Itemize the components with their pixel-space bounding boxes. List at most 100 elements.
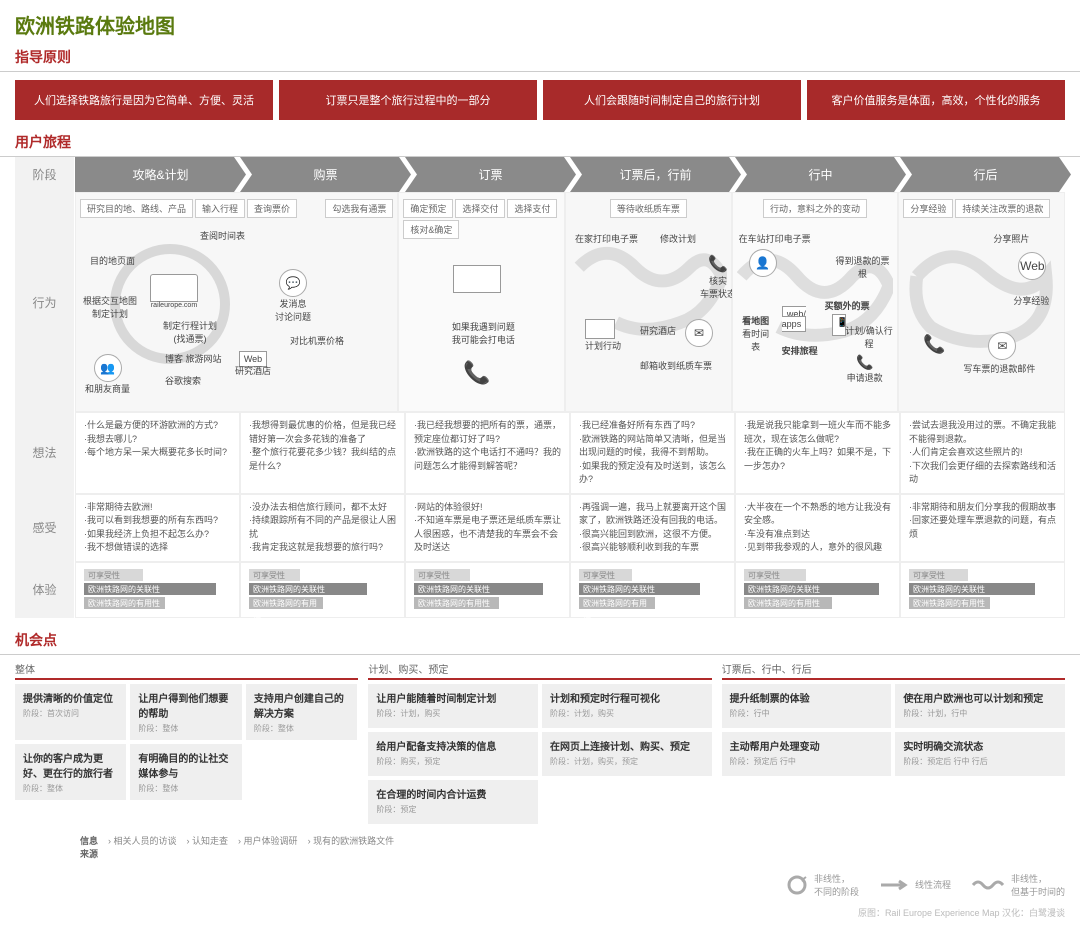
credit: 原图：Rail Europe Experience Map 汉化：白鹭漫谈	[0, 906, 1080, 927]
node-mail: ✉	[685, 319, 713, 347]
opportunities-section: 整体提供清晰的价值定位阶段：首次访问 让用户得到他们想要的帮助阶段：整体 支持用户创…	[0, 655, 1080, 830]
thinking-cell: ·尝试去退我没用过的票。不确定我能不能得到退款。 ·人们肯定会喜欢这些照片的! …	[900, 412, 1065, 494]
node-plan-trip: 制定行程计划 (找通票)	[155, 319, 225, 345]
sub-tab: 勾选我有通票	[325, 199, 393, 218]
node-message: 💬 发消息 讨论问题	[275, 269, 311, 323]
experience-row: 体验 可享受性欧洲铁路网的关联性欧洲铁路网的有用性可享受性欧洲铁路网的关联性欧洲…	[15, 562, 1065, 618]
stage-arrow: 行后	[900, 157, 1071, 192]
legend-nonlinear: 非线性， 不同的阶段	[786, 872, 859, 898]
node-hotel: Web 研究酒店	[235, 354, 271, 377]
opportunity-sub: 阶段：预定后 行中 行后	[903, 756, 1057, 767]
legend-label: 非线性， 但基于时间的	[1011, 872, 1065, 898]
opportunity-card: 给用户配备支持决策的信息阶段：购买，预定	[368, 732, 538, 776]
thinking-cell: ·什么是最方便的环游欧洲的方式? ·我想去哪儿? ·每个地方呆一呆大概要花多长时…	[75, 412, 240, 494]
principle-card: 订票只是整个旅行过程中的一部分	[279, 80, 537, 120]
node-verify: 📞 核实 车票状态	[700, 254, 736, 300]
node-schedule: 查阅时间表	[200, 229, 245, 242]
experience-cell: 可享受性欧洲铁路网的关联性欧洲铁路网的有用性	[405, 562, 570, 618]
thinking-row: 想法 ·什么是最方便的环游欧洲的方式? ·我想去哪儿? ·每个地方呆一呆大概要花…	[15, 412, 1065, 494]
opportunity-card: 提升纸制票的体验阶段：行中	[722, 684, 892, 728]
experience-bar: 欧洲铁路网的有用性	[249, 597, 323, 609]
opportunity-sub: 阶段：首次访问	[23, 708, 118, 719]
node-plan-act: 计划行动	[585, 319, 621, 352]
opportunity-title: 有明确目的的让社交媒体参与	[138, 750, 233, 780]
experience-bar: 欧洲铁路网的有用性	[579, 597, 655, 609]
opportunity-group: 整体提供清晰的价值定位阶段：首次访问 让用户得到他们想要的帮助阶段：整体 支持用户创…	[15, 661, 358, 824]
thinking-cell: ·我已经我想要的把所有的票，通票，预定座位都订好了吗? ·欧洲铁路的这个电话打不…	[405, 412, 570, 494]
node-station: 在车站打印电子票	[739, 232, 811, 245]
node-confirm: 计划/确认行程	[845, 324, 894, 350]
experience-cell: 可享受性欧洲铁路网的关联性欧洲铁路网的有用性	[900, 562, 1065, 618]
laptop-icon	[585, 319, 615, 339]
node-print: 在家打印电子票	[575, 232, 638, 245]
opportunity-group-title: 计划、购买、预定	[368, 661, 711, 680]
opportunity-sub: 阶段：整体	[138, 723, 233, 734]
sub-tab: 核对&确定	[403, 220, 459, 239]
chat-icon: 💬	[279, 269, 307, 297]
legend-wavy: 非线性， 但基于时间的	[971, 872, 1065, 898]
opportunity-title: 支持用户创建自己的解决方案	[254, 690, 349, 720]
opportunity-title: 提升纸制票的体验	[730, 690, 884, 705]
mobile-icon: 📱	[832, 314, 846, 336]
sources-label: 信息 来源	[80, 834, 98, 860]
opportunity-card: 有明确目的的让社交媒体参与阶段：整体	[130, 744, 241, 800]
experience-bar: 可享受性	[414, 569, 470, 581]
principle-card: 客户价值服务是体面，高效，个性化的服务	[807, 80, 1065, 120]
node-label: 核实 车票状态	[700, 274, 736, 300]
sources-row: 信息 来源 › 相关人员的访谈 › 认知走查 › 用户体验调研 › 现有的欧洲铁…	[0, 830, 1080, 864]
experience-bar: 欧洲铁路网的有用性	[909, 597, 990, 609]
node-label: 发消息 讨论问题	[275, 297, 311, 323]
node-label: 和朋友商量	[85, 382, 130, 395]
node-friends: 👥 和朋友商量	[85, 354, 130, 395]
journey-heading: 用户旅程	[0, 128, 1080, 157]
experience-bar: 可享受性	[249, 569, 300, 581]
thinking-cell: ·我已经准备好所有东西了吗? ·欧洲铁路的网站简单又清晰，但是当出现问题的时候，…	[570, 412, 735, 494]
sub-tab: 输入行程	[195, 199, 245, 218]
experience-bar: 可享受性	[744, 569, 806, 581]
source-item: › 相关人员的访谈	[108, 834, 177, 860]
experience-bar: 欧洲铁路网的有用性	[744, 597, 832, 609]
principles-heading: 指导原则	[0, 43, 1080, 72]
opportunity-card: 让用户能随着时间制定计划阶段：计划，购买	[368, 684, 538, 728]
opportunity-sub: 阶段：购买，预定	[376, 756, 530, 767]
feeling-cell: ·非常期待去欧洲! ·我可以看到我想要的所有东西吗? ·如果我经济上负担不起怎么…	[75, 494, 240, 562]
thinking-cell: ·我是说我只能拿到一班火车而不能多班次，现在该怎么做呢? ·我在正确的火车上吗？…	[735, 412, 900, 494]
sub-tab: 确定预定	[403, 199, 453, 218]
opportunity-card: 计划和预定时行程可视化阶段：计划，购买	[542, 684, 712, 728]
legend-label: 非线性， 不同的阶段	[814, 872, 859, 898]
node-label: 申请退款	[847, 371, 883, 384]
node-hotel2: 研究酒店	[640, 324, 676, 337]
experience-bar: 可享受性	[909, 569, 968, 581]
legend-linear: 线性流程	[879, 878, 951, 891]
thinking-cell: ·我想得到最优惠的价格，但是我已经错好第一次会多花钱的准备了 ·整个旅行花要花多…	[240, 412, 405, 494]
opportunity-card: 让你的客户成为更好、更在行的旅行者阶段：整体	[15, 744, 126, 800]
node-blog: 博客 旅游网站	[165, 352, 222, 365]
opportunity-title: 让用户得到他们想要的帮助	[138, 690, 233, 720]
opportunity-group-title: 整体	[15, 661, 358, 680]
row-label-experience: 体验	[15, 562, 75, 618]
feeling-row: 感受 ·非常期待去欧洲! ·我可以看到我想要的所有东西吗? ·如果我经济上负担不…	[15, 494, 1065, 562]
node-map-plan: 根据交互地图 制定计划	[80, 294, 140, 320]
diagram-trip: 在车站打印电子票 👤 得到退款的票根 看地图 看时间表 web/ apps 安排…	[737, 224, 894, 384]
behavior-cell: 行动，意料之外的变动 在车站打印电子票 👤 得到退款的票根 看地图 看时间表 w…	[732, 192, 899, 412]
opportunity-title: 使在用户欧洲也可以计划和预定	[903, 690, 1057, 705]
opportunity-title: 计划和预定时行程可视化	[550, 690, 704, 705]
behavior-cell: 确定预定 选择交付 选择支付 核对&确定 如果我遇到问题 我可能会打电话 📞	[398, 192, 565, 412]
experience-bar: 欧洲铁路网的关联性	[84, 583, 216, 595]
opportunity-title: 提供清晰的价值定位	[23, 690, 118, 705]
phone-icon: 📞	[856, 354, 873, 370]
node-google: 谷歌搜索	[165, 374, 201, 387]
row-label-thinking: 想法	[15, 412, 75, 494]
node-extra: 买额外的票	[825, 299, 870, 312]
stage-arrow: 订票后，行前	[570, 157, 741, 192]
node-request: 📞 申请退款	[847, 354, 883, 384]
laptop-icon	[453, 265, 501, 293]
node-arrange: 安排旅程	[782, 344, 818, 357]
row-label-feeling: 感受	[15, 494, 75, 562]
stage-arrow: 行中	[735, 157, 906, 192]
principles-row: 人们选择铁路旅行是因为它简单、方便、灵活 订票只是整个旅行过程中的一部分 人们会…	[0, 72, 1080, 128]
page-title: 欧洲铁路体验地图	[0, 0, 1080, 43]
opportunity-title: 主动帮用户处理变动	[730, 738, 884, 753]
opportunity-sub: 阶段：计划，购买	[550, 708, 704, 719]
node-url: raileurope.com	[150, 302, 198, 309]
